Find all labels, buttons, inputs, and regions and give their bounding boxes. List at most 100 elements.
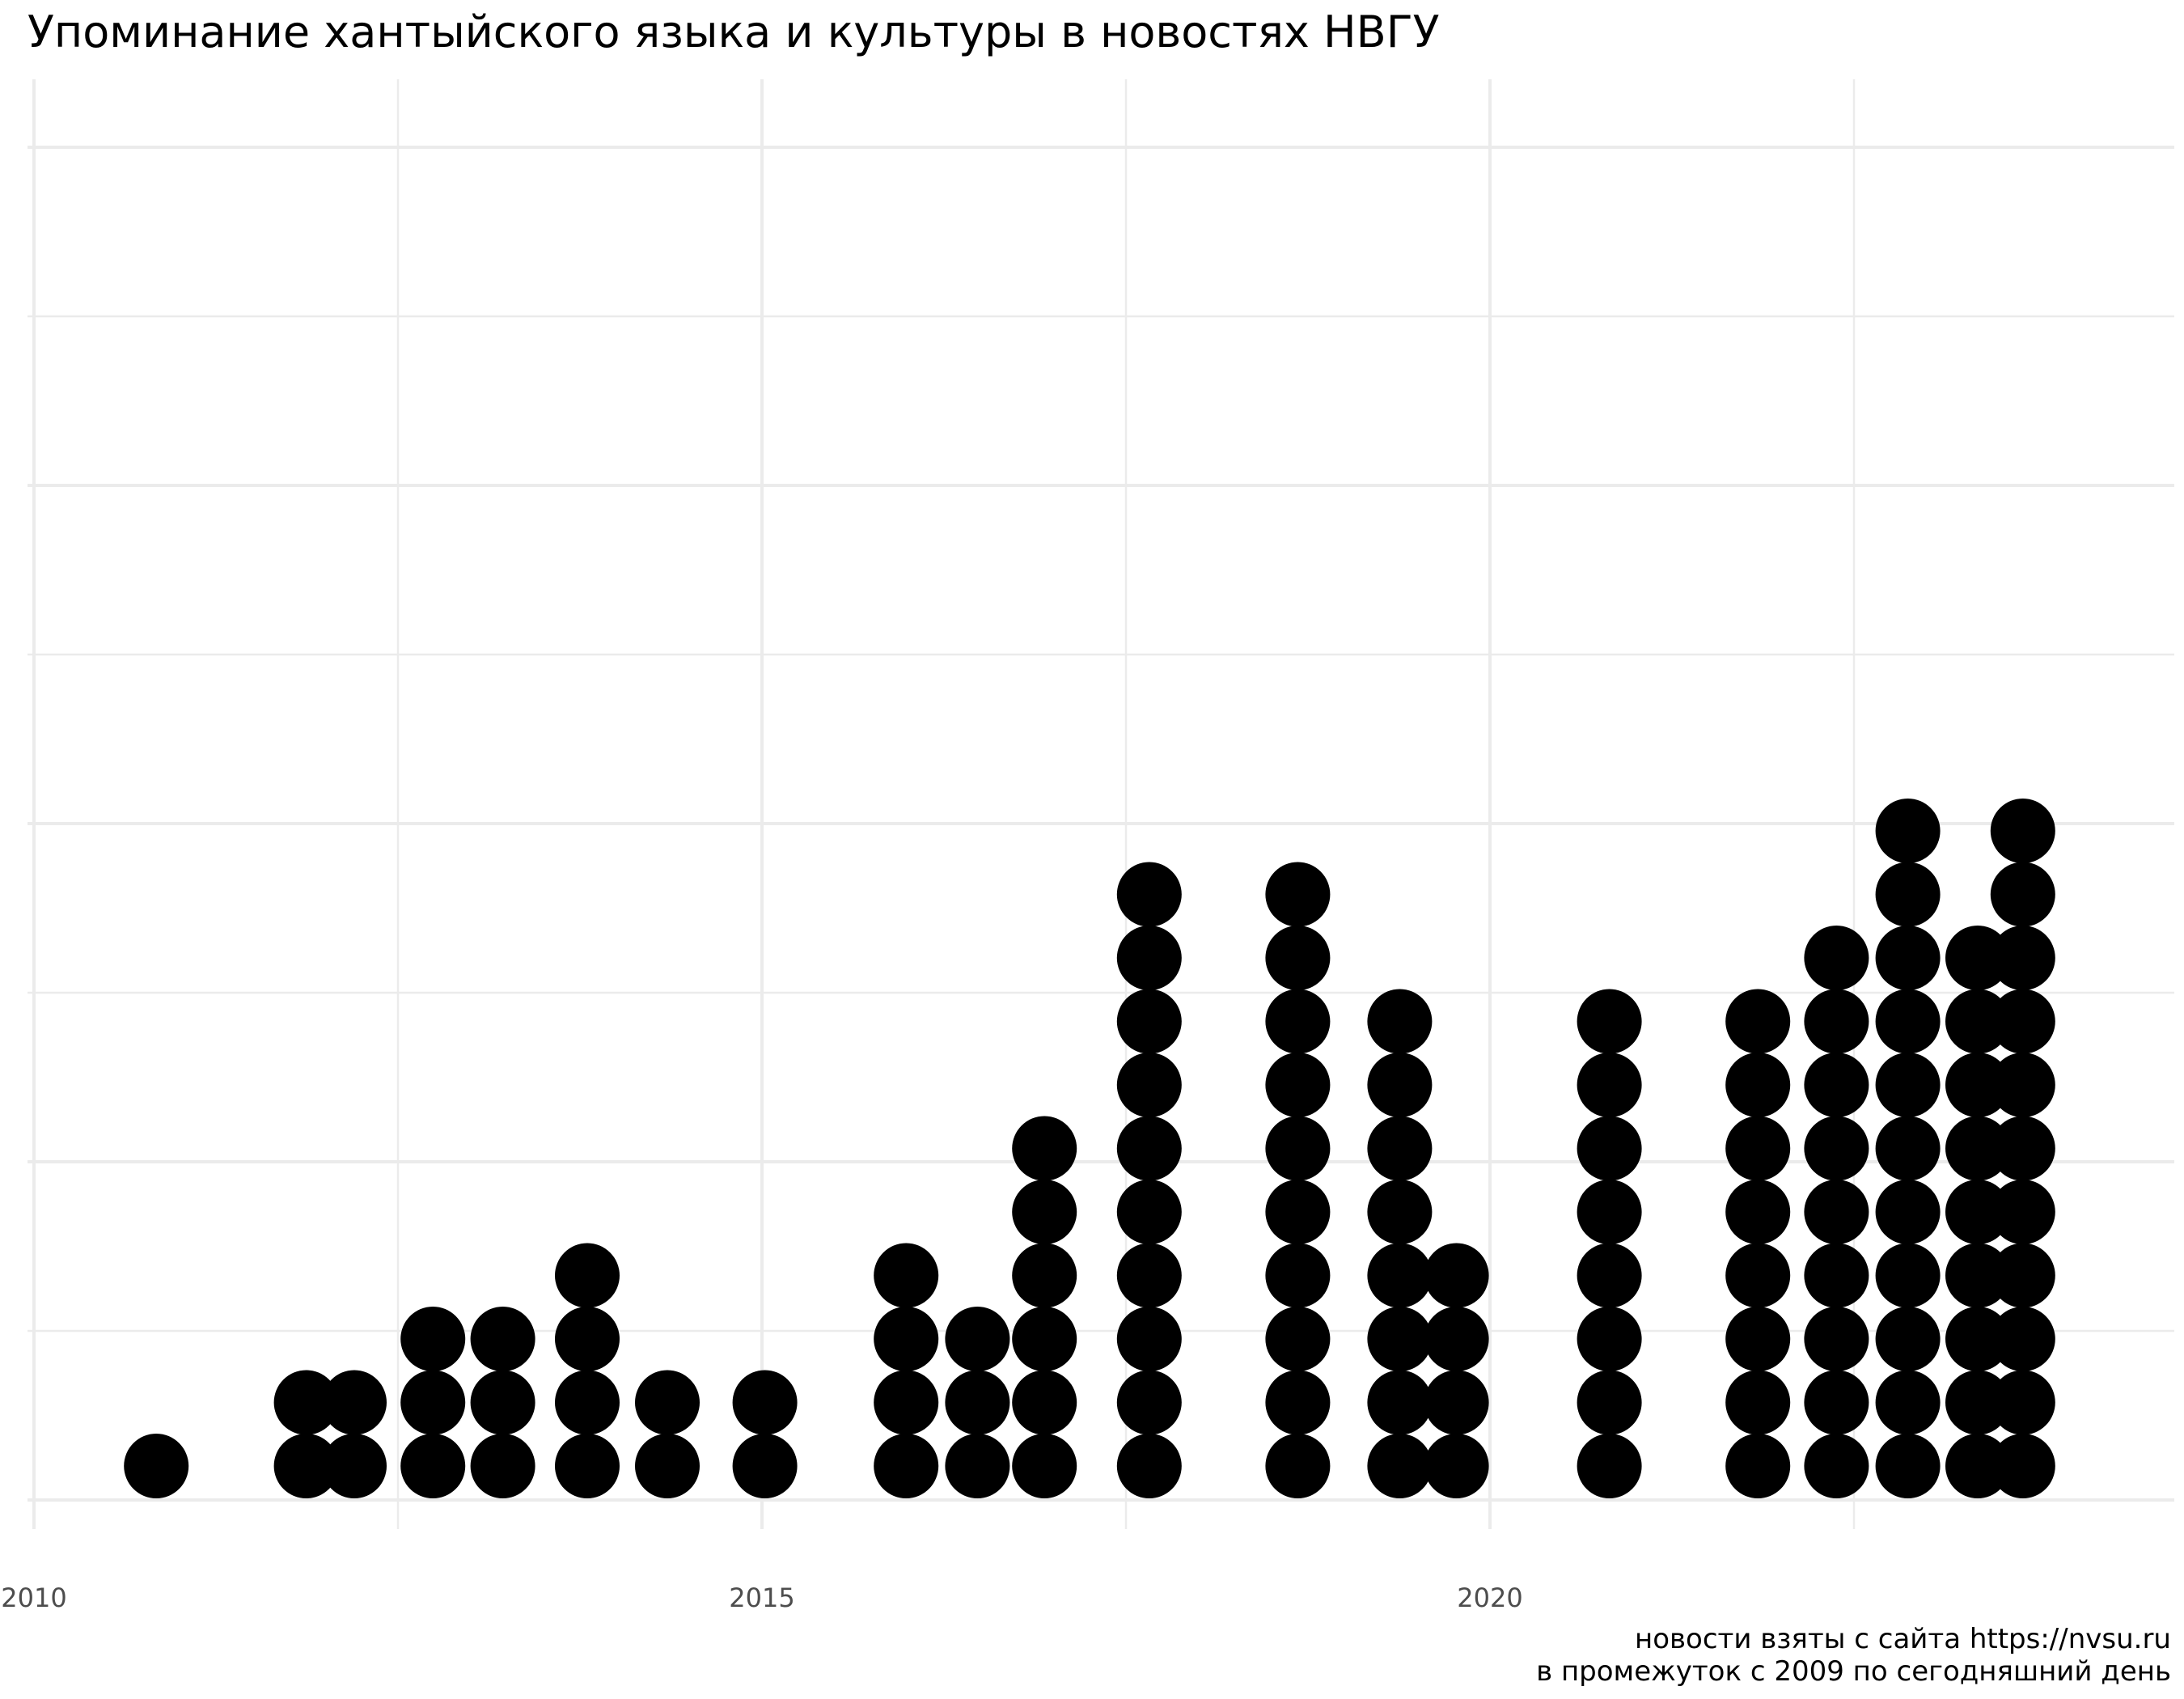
dot-20-10: [1990, 799, 2055, 863]
grid-lines: [28, 79, 2174, 1529]
x-tick-label-2015: 2015: [729, 1582, 794, 1613]
dot-13-2: [1367, 1307, 1433, 1371]
dot-16-1: [1725, 1370, 1791, 1435]
dot-18-9: [1875, 862, 1941, 927]
dot-7-1: [732, 1370, 798, 1435]
dot-2-0: [322, 1434, 387, 1498]
dot-2-1: [322, 1370, 387, 1435]
dot-13-7: [1367, 989, 1433, 1054]
dot-9-1: [945, 1370, 1010, 1435]
dot-5-3: [555, 1243, 620, 1308]
chart-title: Упоминание хантыйского языка и культуры …: [28, 6, 1440, 57]
dot-4-1: [470, 1370, 535, 1435]
dot-12-9: [1265, 862, 1331, 927]
dot-4-0: [470, 1434, 535, 1498]
dot-20-0: [1990, 1434, 2055, 1498]
dot-10-4: [1012, 1180, 1077, 1244]
dot-14-0: [1424, 1434, 1489, 1498]
dot-16-2: [1725, 1307, 1791, 1371]
dot-20-9: [1990, 862, 2055, 927]
caption-period: в промежуток с 2009 по сегодняшний день: [1536, 1655, 2171, 1688]
dot-16-7: [1725, 989, 1791, 1054]
dot-17-3: [1804, 1243, 1869, 1308]
dot-17-6: [1804, 1053, 1869, 1117]
dot-1-1: [273, 1370, 339, 1435]
dot-18-3: [1875, 1243, 1941, 1308]
dot-7-0: [732, 1434, 798, 1498]
dot-12-6: [1265, 1053, 1331, 1117]
dot-20-3: [1990, 1243, 2055, 1308]
dot-20-6: [1990, 1053, 2055, 1117]
dot-20-4: [1990, 1180, 2055, 1244]
dot-12-3: [1265, 1243, 1331, 1308]
dot-15-6: [1577, 1053, 1642, 1117]
dot-15-0: [1577, 1434, 1642, 1498]
dot-9-2: [945, 1307, 1010, 1371]
dot-18-7: [1875, 989, 1941, 1054]
dot-11-9: [1116, 862, 1182, 927]
dot-8-2: [874, 1307, 939, 1371]
dot-13-0: [1367, 1434, 1433, 1498]
dot-16-5: [1725, 1116, 1791, 1181]
dot-16-3: [1725, 1243, 1791, 1308]
dot-1-0: [273, 1434, 339, 1498]
dot-11-8: [1116, 926, 1182, 990]
dot-18-1: [1875, 1370, 1941, 1435]
dot-17-2: [1804, 1307, 1869, 1371]
dot-20-8: [1990, 926, 2055, 990]
dot-15-4: [1577, 1180, 1642, 1244]
dot-18-4: [1875, 1180, 1941, 1244]
dot-13-6: [1367, 1053, 1433, 1117]
dot-4-2: [470, 1307, 535, 1371]
dot-19-4: [1945, 1180, 2010, 1244]
dot-19-1: [1945, 1370, 2010, 1435]
dot-11-3: [1116, 1243, 1182, 1308]
dot-19-8: [1945, 926, 2010, 990]
dot-11-2: [1116, 1307, 1182, 1371]
dot-13-4: [1367, 1180, 1433, 1244]
dot-17-5: [1804, 1116, 1869, 1181]
dot-5-2: [555, 1307, 620, 1371]
dot-3-2: [400, 1307, 466, 1371]
dot-17-4: [1804, 1180, 1869, 1244]
dot-20-1: [1990, 1370, 2055, 1435]
dot-11-1: [1116, 1370, 1182, 1435]
dot-16-4: [1725, 1180, 1791, 1244]
dot-0-0: [124, 1434, 189, 1498]
dot-19-2: [1945, 1307, 2010, 1371]
dot-11-4: [1116, 1180, 1182, 1244]
dot-9-0: [945, 1434, 1010, 1498]
dot-20-5: [1990, 1116, 2055, 1181]
dot-13-5: [1367, 1116, 1433, 1181]
dot-3-1: [400, 1370, 466, 1435]
dot-10-0: [1012, 1434, 1077, 1498]
dot-6-0: [635, 1434, 700, 1498]
dot-15-5: [1577, 1116, 1642, 1181]
dot-15-2: [1577, 1307, 1642, 1371]
dot-18-8: [1875, 926, 1941, 990]
dot-8-0: [874, 1434, 939, 1498]
dot-10-2: [1012, 1307, 1077, 1371]
dot-12-0: [1265, 1434, 1331, 1498]
dot-18-0: [1875, 1434, 1941, 1498]
dot-12-4: [1265, 1180, 1331, 1244]
dot-8-3: [874, 1243, 939, 1308]
dot-19-5: [1945, 1116, 2010, 1181]
dot-10-3: [1012, 1243, 1077, 1308]
dot-18-5: [1875, 1116, 1941, 1181]
dot-12-8: [1265, 926, 1331, 990]
dot-12-2: [1265, 1307, 1331, 1371]
dot-12-1: [1265, 1370, 1331, 1435]
dot-19-0: [1945, 1434, 2010, 1498]
dot-14-2: [1424, 1307, 1489, 1371]
caption-source: новости взяты с сайта https://nvsu.ru: [1634, 1623, 2171, 1655]
dot-12-7: [1265, 989, 1331, 1054]
dot-19-7: [1945, 989, 2010, 1054]
dot-18-6: [1875, 1053, 1941, 1117]
dot-17-7: [1804, 989, 1869, 1054]
dot-14-1: [1424, 1370, 1489, 1435]
dot-16-6: [1725, 1053, 1791, 1117]
dot-10-5: [1012, 1116, 1077, 1181]
dot-11-0: [1116, 1434, 1182, 1498]
